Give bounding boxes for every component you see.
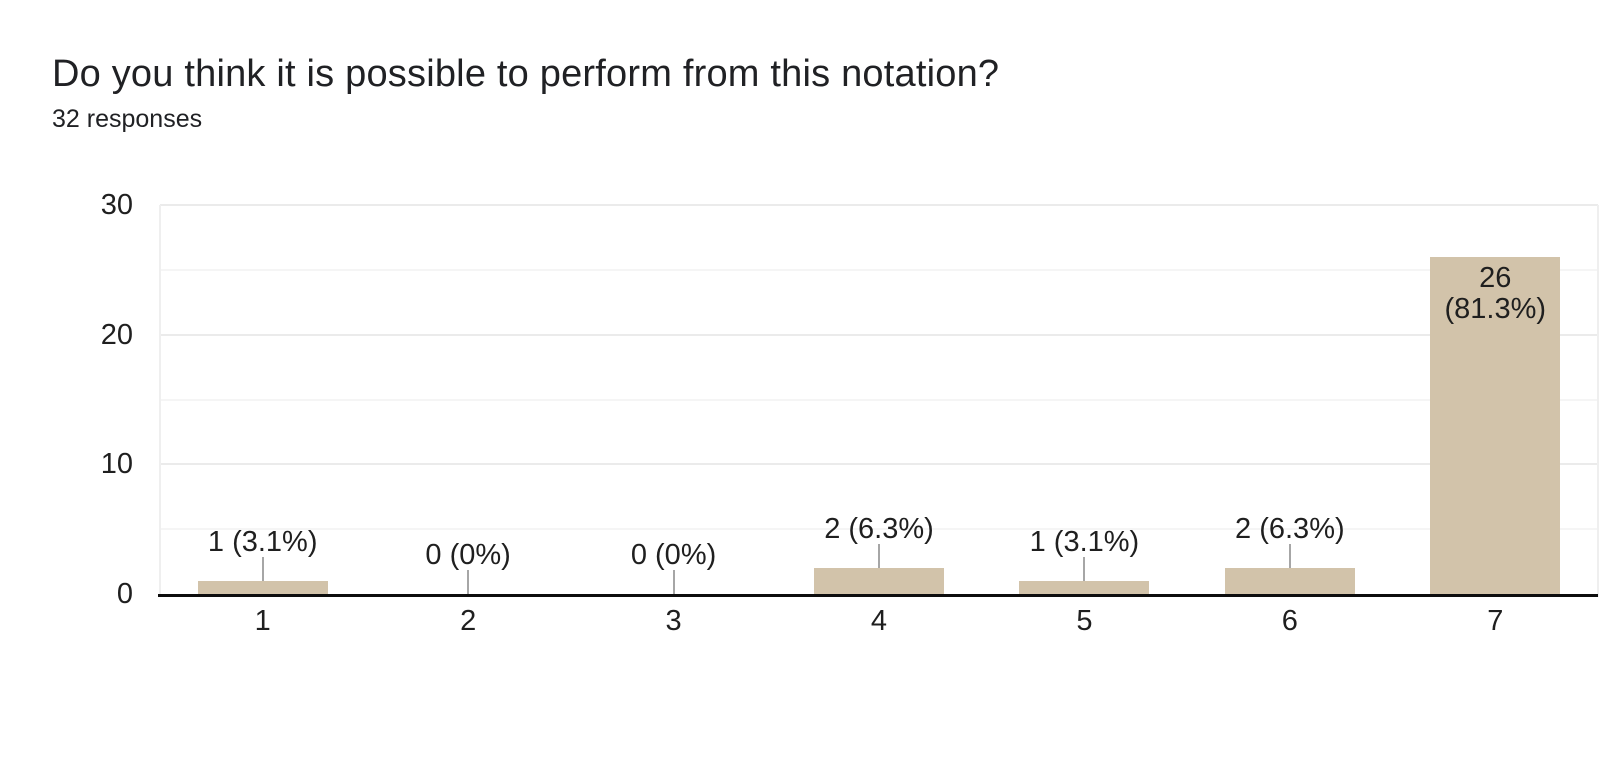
x-axis-tick-label: 7 bbox=[1487, 605, 1504, 637]
bar-value-label: 0 (0%) bbox=[425, 539, 511, 571]
x-axis-tick-label: 1 bbox=[254, 605, 271, 637]
x-axis-tick-label: 4 bbox=[870, 605, 888, 637]
x-axis-tick-label: 3 bbox=[665, 605, 682, 637]
bar[interactable] bbox=[814, 568, 944, 594]
bar-value-label: 2 (6.3%) bbox=[1235, 513, 1345, 546]
gridline-major bbox=[160, 463, 1598, 466]
gridline-minor bbox=[160, 268, 1598, 271]
plot-border-left bbox=[159, 205, 161, 597]
bar[interactable] bbox=[1430, 256, 1561, 594]
x-axis-tick-label: 2 bbox=[460, 605, 477, 637]
gridline-major bbox=[160, 333, 1598, 336]
y-axis-tick-label: 10 bbox=[100, 448, 133, 481]
response-count: 32 responses bbox=[52, 105, 203, 133]
bar-callout-line bbox=[1288, 544, 1291, 569]
y-axis-tick-label: 30 bbox=[100, 189, 133, 221]
bar-value-label: 1 (3.1%) bbox=[207, 526, 318, 559]
gridline-major bbox=[160, 204, 1598, 206]
bar-callout-line bbox=[878, 544, 880, 569]
bar-value-label: 26 (81.3%) bbox=[1444, 261, 1547, 325]
bar-callout-line bbox=[467, 570, 470, 594]
bar-value-label: 1 (3.1%) bbox=[1029, 526, 1140, 559]
y-axis-tick-label: 0 bbox=[116, 578, 133, 610]
bar-callout-line bbox=[1083, 557, 1086, 582]
bar[interactable] bbox=[197, 581, 328, 594]
x-axis-tick-label: 5 bbox=[1076, 605, 1093, 637]
question-title: Do you think it is possible to perform f… bbox=[52, 53, 1000, 95]
bar-value-label: 2 (6.3%) bbox=[824, 513, 934, 546]
x-axis-line bbox=[158, 594, 1598, 597]
x-axis-tick-label: 6 bbox=[1281, 605, 1298, 637]
plot-border-right bbox=[1597, 205, 1599, 597]
bar[interactable] bbox=[1224, 568, 1355, 594]
y-axis-tick-label: 20 bbox=[100, 318, 133, 351]
bar-callout-line bbox=[261, 557, 264, 582]
bar[interactable] bbox=[1019, 581, 1150, 594]
bar-value-label: 0 (0%) bbox=[630, 539, 717, 571]
bar-callout-line bbox=[672, 570, 675, 594]
gridline-minor bbox=[160, 528, 1598, 531]
gridline-minor bbox=[160, 398, 1598, 401]
